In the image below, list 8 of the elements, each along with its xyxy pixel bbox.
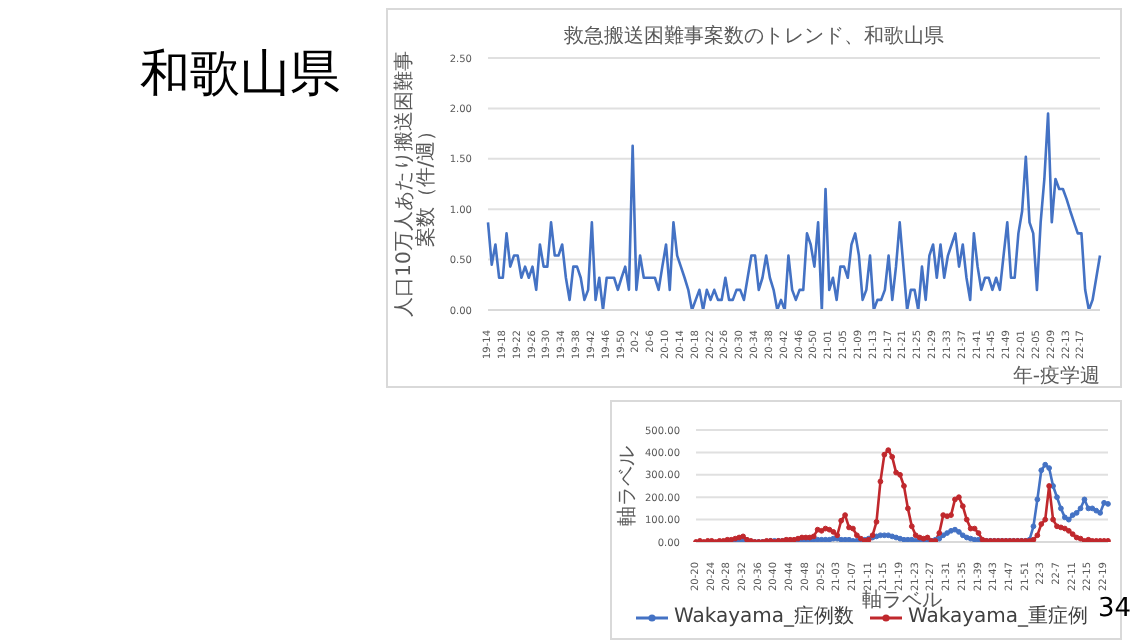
x-axis-title: 年-疫学週 <box>1012 364 1100 388</box>
chart-title: 救急搬送困難事案数のトレンド、和歌山県 <box>562 23 946 50</box>
y-axis-title: 人口10万人あたり搬送困難事案数（件/週） <box>394 49 438 321</box>
legend-label: Wakayama_症例数 <box>673 606 854 630</box>
text: 和歌山県 <box>140 42 340 106</box>
y-axis-title: 軸ラベル <box>617 444 639 530</box>
legend-label: Wakayama_重症例 <box>908 606 1089 630</box>
text: 34 <box>1098 594 1132 624</box>
